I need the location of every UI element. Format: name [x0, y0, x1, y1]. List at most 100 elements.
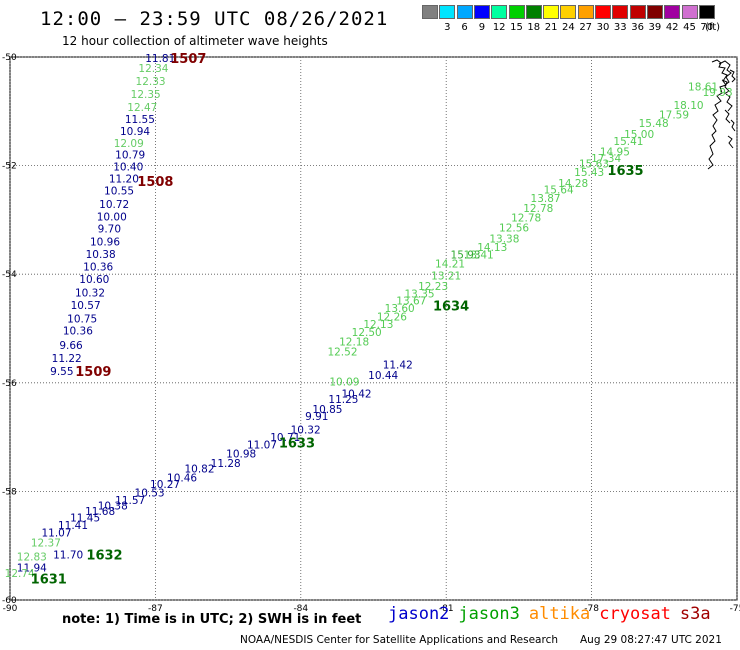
coastline-islands — [707, 59, 736, 170]
jason2-wave-height: 11.20 — [109, 174, 139, 186]
pass-number: 1508 — [137, 175, 173, 190]
map-grid — [9, 56, 738, 601]
colorbar-unit-label: (ft) — [705, 22, 721, 33]
y-tick-label: -56 — [2, 379, 17, 389]
jason3-wave-height: 12.83 — [17, 552, 47, 564]
jason3-wave-height: 13.35 — [405, 289, 435, 301]
colorbar-label: 18 — [527, 22, 541, 33]
jason2-wave-height: 10.38 — [98, 501, 128, 513]
colorbar-swatch — [543, 5, 560, 19]
jason3-wave-height: 13.60 — [385, 303, 415, 315]
jason3-wave-height: 13.67 — [396, 295, 426, 307]
jason3-wave-height: 15.63 — [579, 158, 609, 170]
pass-number: 1635 — [607, 164, 643, 179]
chart-subtitle: 12 hour collection of altimeter wave hei… — [62, 34, 328, 48]
colorbar-swatch — [646, 5, 663, 19]
jason3-wave-height: 12.47 — [127, 102, 157, 114]
jason3-wave-height: 15.48 — [639, 118, 669, 130]
jason2-wave-height: 10.42 — [342, 389, 372, 401]
jason2-wave-height: 11.28 — [211, 458, 241, 470]
jason2-wave-height: 10.46 — [167, 472, 197, 484]
jason2-wave-height: 11.41 — [58, 520, 88, 532]
colorbar-label: 42 — [665, 22, 679, 33]
jason3-wave-height: 12.33 — [136, 76, 166, 88]
jason3-wave-height: 15.00 — [624, 129, 654, 141]
legend-s3a: s3a — [679, 604, 711, 624]
jason2-wave-height: 9.66 — [59, 340, 83, 352]
jason3-wave-height: 13.38 — [489, 233, 519, 245]
jason2-wave-height: 10.75 — [67, 314, 97, 326]
jason3-wave-height: 13.87 — [531, 193, 561, 205]
colorbar-label: 39 — [648, 22, 662, 33]
pass-number: 1633 — [279, 437, 315, 452]
jason3-wave-height: 15.93 — [451, 250, 481, 262]
colorbar-swatch — [681, 5, 698, 19]
y-tick-label: -60 — [2, 596, 17, 606]
jason2-wave-height: 10.38 — [86, 249, 116, 261]
colorbar-label: 3 — [444, 22, 451, 33]
jason3-wave-height: 12.56 — [499, 223, 529, 235]
colorbar-swatch — [612, 5, 629, 19]
jason3-wave-height: 12.50 — [352, 327, 382, 339]
jason3-wave-height: 19.93 — [703, 87, 733, 99]
jason3-wave-height: 18.10 — [674, 100, 704, 112]
legend-jason3: jason3 — [458, 604, 520, 624]
jason3-wave-height: 12.13 — [363, 319, 393, 331]
jason3-wave-height: 14.13 — [477, 242, 507, 254]
jason3-wave-height: 12.37 — [31, 537, 61, 549]
chart-title: 12:00 — 23:59 UTC 08/26/2021 — [40, 8, 389, 30]
jason2-wave-height: 11.57 — [115, 495, 145, 507]
jason2-wave-height: 11.07 — [247, 440, 277, 452]
jason2-wave-height: 10.85 — [312, 404, 342, 416]
colorbar-label: 24 — [562, 22, 575, 33]
jason2-wave-height: 10.82 — [184, 464, 214, 476]
jason2-wave-height: 10.27 — [150, 479, 180, 491]
pass-number: 1507 — [170, 52, 206, 67]
jason3-wave-height: 14.28 — [558, 178, 588, 190]
y-tick-label: -50 — [2, 53, 17, 63]
colorbar-swatch — [577, 5, 594, 19]
colorbar-label: 36 — [631, 22, 644, 33]
jason2-wave-height: 10.32 — [75, 288, 105, 300]
jason2-wave-height: 10.79 — [115, 150, 145, 162]
jason3-wave-height: 15.41 — [613, 136, 643, 148]
axis-tick-labels: -90 -87 -84 -81 -78 -75 -50 -52 -54 -56 -58 -60 — [2, 53, 740, 614]
jason2-wave-height: 11.68 — [85, 506, 115, 518]
jason2-wave-height: 11.25 — [328, 394, 358, 406]
jason2-wave-height: 11.22 — [52, 353, 82, 365]
generated-timestamp: Aug 29 08:27:47 UTC 2021 — [580, 634, 722, 646]
colorbar-swatch — [491, 5, 508, 19]
colorbar-swatch — [629, 5, 646, 19]
jason3-wave-height: 12.26 — [377, 312, 407, 324]
jason3-wave-height: 12.34 — [138, 63, 168, 75]
jason2-wave-height: 10.55 — [104, 186, 134, 198]
colorbar-swatch — [456, 5, 473, 19]
jason3-wave-height: 12.18 — [339, 337, 369, 349]
jason3-wave-height: 12.74 — [5, 568, 35, 580]
colorbar-swatch — [664, 5, 681, 19]
jason3-wave-height: 12.52 — [327, 346, 357, 358]
x-tick-label: -87 — [148, 604, 163, 614]
y-tick-label: -52 — [2, 162, 17, 172]
pass-number: 1509 — [75, 365, 111, 380]
jason3-wave-height: 12.78 — [523, 203, 553, 215]
jason3-wave-height: 15.43 — [574, 167, 604, 179]
legend-cryosat: cryosat — [599, 604, 671, 624]
jason2-wave-height: 10.57 — [71, 300, 101, 312]
jason2-wave-height: 10.60 — [79, 274, 109, 286]
jason2-wave-height: 11.81 — [145, 53, 175, 65]
legend-altika: altika — [528, 604, 591, 624]
x-tick-label: -81 — [439, 604, 454, 614]
jason2-wave-height: 9.91 — [305, 411, 328, 423]
jason2-wave-height: 10.40 — [113, 162, 143, 174]
jason2-wave-height: 10.00 — [97, 212, 127, 224]
colorbar-label: 30 — [596, 22, 610, 33]
colorbar-label: 33 — [613, 22, 627, 33]
colorbar-label: 21 — [544, 22, 558, 33]
jason2-wave-height: 11.45 — [70, 512, 100, 524]
jason2-wave-height: 11.94 — [17, 562, 47, 574]
pass-number-labels: 1507 1508 1509 1635 1634 1633 1632 1631 — [31, 52, 644, 587]
jason2-wave-height: 10.98 — [226, 448, 256, 460]
